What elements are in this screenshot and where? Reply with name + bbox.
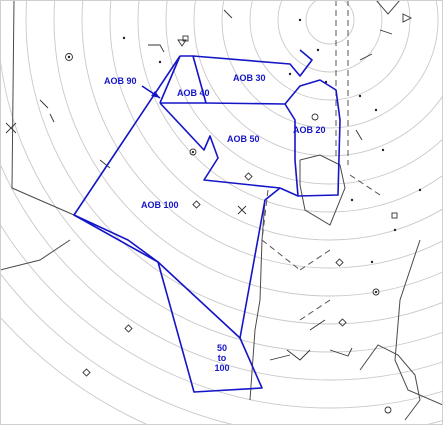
navaid-symbol: [65, 53, 73, 61]
southwest-line: [0, 239, 71, 271]
range-ring: [53, 0, 443, 297]
label-aob-100: AOB 100: [141, 200, 179, 210]
range-ring: [249, 0, 411, 101]
tick-symbol: [359, 53, 373, 61]
cross-symbol: [237, 205, 247, 215]
map-symbols: [5, 9, 422, 414]
tick-symbol: [39, 99, 49, 109]
fifty-to-hundred-boundary: [73, 214, 263, 393]
waypoint-symbol: [391, 212, 398, 219]
label-aob-90: AOB 90: [104, 76, 137, 86]
southeast-line: [359, 344, 421, 421]
tick-symbol: [49, 113, 55, 123]
aob-50-boundary: [159, 102, 281, 189]
tick-symbol: [269, 354, 291, 361]
point-marker: [381, 148, 385, 152]
dashed-route: [299, 299, 331, 321]
label-aob-20: AOB 20: [293, 125, 326, 135]
point-marker: [158, 60, 162, 64]
tick-symbol: [379, 29, 393, 35]
tick-symbol: [148, 44, 165, 53]
waypoint-symbol: [335, 258, 344, 267]
sector-boundaries: [73, 49, 341, 393]
range-ring: [165, 0, 443, 185]
point-marker: [316, 48, 320, 52]
point-marker: [122, 36, 126, 40]
label-aob-30: AOB 30: [233, 73, 266, 83]
tick-symbol: [99, 159, 111, 169]
aob-50-east-link: [279, 187, 299, 197]
point-marker: [358, 94, 362, 98]
range-ring: [25, 0, 443, 325]
triangle-symbol: [402, 13, 413, 23]
label-aob-40: AOB 40: [177, 88, 210, 98]
waypoint-symbol: [82, 368, 91, 377]
waypoint-symbol: [338, 318, 347, 327]
point-marker: [288, 72, 292, 76]
triangle-symbol: [177, 39, 187, 47]
point-marker: [393, 228, 397, 232]
aob-30-north-boundary: [180, 49, 313, 77]
range-ring: [81, 0, 443, 269]
range-ring: [137, 0, 443, 213]
tick-symbol: [355, 129, 363, 141]
navaid-symbol: [384, 406, 392, 414]
tick-symbol: [223, 9, 233, 19]
range-ring: [277, 0, 383, 73]
range-ring: [0, 223, 443, 409]
range-ring: [0, 162, 443, 381]
navaid-symbol: [374, 290, 378, 294]
label-50-to-100-line-1: 50: [216, 343, 227, 353]
waypoint-symbol: [192, 200, 201, 209]
west-boundary-line: [11, 0, 75, 216]
hexagon-outline: [299, 154, 346, 226]
waypoint-symbol: [124, 324, 133, 333]
south-boundary-line: [249, 199, 266, 401]
north-notch-line: [375, 0, 401, 15]
aob-100-boundary: [73, 55, 281, 339]
aob-20-boundary: [205, 79, 341, 197]
label-50-to-100-line-2: to: [217, 353, 227, 363]
label-50-to-100: 50 to 100: [210, 343, 234, 373]
dashed-route: [261, 239, 301, 271]
label-aob-50: AOB 50: [227, 134, 260, 144]
point-marker: [418, 188, 422, 192]
range-ring: [193, 0, 443, 157]
dashed-routes: [261, 0, 381, 321]
tick-symbol: [329, 347, 353, 357]
aob-40-west-boundary: [159, 55, 181, 104]
navaid-symbol: [191, 150, 195, 154]
tick-symbol: [286, 349, 311, 361]
aob-90-pointer-arrowhead: [151, 91, 160, 98]
point-marker: [370, 260, 374, 264]
range-ring: [0, 51, 443, 353]
navaid-symbol: [67, 55, 71, 59]
waypoint-symbol: [244, 172, 253, 181]
dashed-route: [299, 249, 331, 271]
point-marker: [350, 198, 354, 202]
tick-symbol: [309, 319, 326, 331]
navaid-symbol: [372, 288, 380, 296]
dashed-route: [261, 189, 269, 241]
label-50-to-100-line-3: 100: [214, 363, 230, 373]
range-ring: [109, 0, 443, 241]
range-ring: [305, 0, 355, 45]
cross-symbol: [5, 122, 17, 134]
navaid-symbol: [189, 148, 197, 156]
point-marker: [374, 108, 378, 112]
navaid-symbol: [311, 113, 319, 121]
point-marker: [298, 18, 302, 22]
east-boundary-line: [394, 239, 443, 406]
dashed-route: [349, 174, 381, 196]
range-ring: [221, 0, 439, 129]
